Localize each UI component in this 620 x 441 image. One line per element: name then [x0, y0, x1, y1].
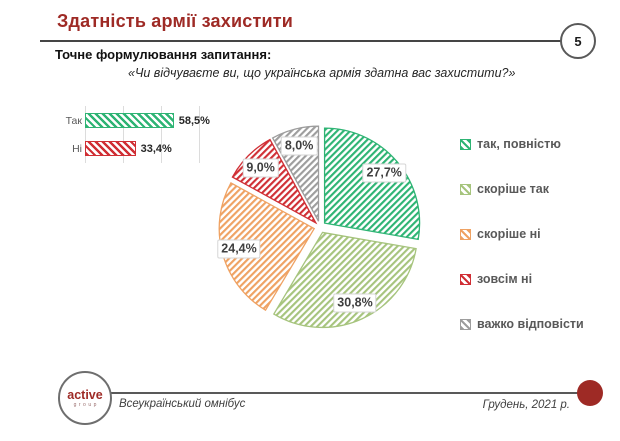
legend-label: скоріше так: [477, 182, 549, 196]
bar-gridline: [199, 106, 200, 163]
footer-date: Грудень, 2021 р.: [482, 399, 570, 411]
legend-item: важко відповісти: [460, 316, 584, 332]
footer-accent-dot: [577, 380, 603, 406]
bar-category-label: Так: [65, 114, 82, 127]
legend-label: скоріше ні: [477, 227, 541, 241]
page-number: 5: [574, 33, 582, 49]
legend-swatch-icon: [460, 273, 471, 285]
page-number-badge: 5: [560, 23, 596, 59]
pie-value-label: 9,0%: [242, 158, 279, 178]
bar-gridline: [161, 106, 162, 163]
bar-gridline: [123, 106, 124, 163]
bar-fill: [85, 113, 174, 128]
legend-label: зовсім ні: [477, 272, 533, 286]
pie-value-label: 24,4%: [217, 239, 261, 259]
legend-item: скоріше так: [460, 181, 584, 197]
legend-item: скоріше ні: [460, 226, 584, 242]
question-text: «Чи відчуваєте ви, що українська армія з…: [128, 66, 516, 80]
footer-divider: [110, 392, 580, 394]
pie-slice: [272, 231, 417, 329]
legend-label: важко відповісти: [477, 317, 584, 331]
header-divider: [40, 40, 561, 42]
legend-item: так, повністю: [460, 136, 584, 152]
legend-swatch-icon: [460, 138, 471, 150]
bar-gridline: [85, 106, 86, 163]
bar-value-label: 58,5%: [178, 114, 210, 127]
legend-item: зовсім ні: [460, 271, 584, 287]
bar-row: Так 58,5%: [60, 113, 210, 128]
pie-value-label: 8,0%: [280, 136, 318, 156]
logo-primary-text: active: [67, 387, 103, 402]
pie-chart-svg: [218, 125, 421, 329]
logo-secondary-text: group: [73, 401, 99, 408]
bar-category-label: Ні: [72, 142, 82, 155]
bar-value-label: 33,4%: [140, 142, 172, 155]
legend-swatch-icon: [460, 228, 471, 240]
pie-legend: так, повністю скоріше так скоріше ні зовсім…: [460, 136, 584, 332]
pie-chart: 27,7% 30,8% 24,4% 9,0% 8,0%: [212, 118, 438, 344]
question-label: Точне формулювання запитання:: [55, 47, 272, 62]
legend-swatch-icon: [460, 318, 471, 330]
footer-survey-name: Всеукраїнський омнібус: [119, 398, 246, 410]
pie-slice: [323, 127, 421, 241]
bar-fill: [85, 141, 136, 156]
legend-swatch-icon: [460, 183, 471, 195]
summary-bar-chart: Так 58,5% Ні 33,4%: [60, 106, 235, 163]
legend-label: так, повністю: [477, 137, 561, 151]
bar-row: Ні 33,4%: [60, 141, 172, 156]
page-title: Здатність армії захистити: [57, 11, 294, 31]
pie-value-label: 30,8%: [333, 293, 377, 313]
active-group-logo: active group: [58, 371, 112, 425]
pie-value-label: 27,7%: [362, 163, 406, 183]
